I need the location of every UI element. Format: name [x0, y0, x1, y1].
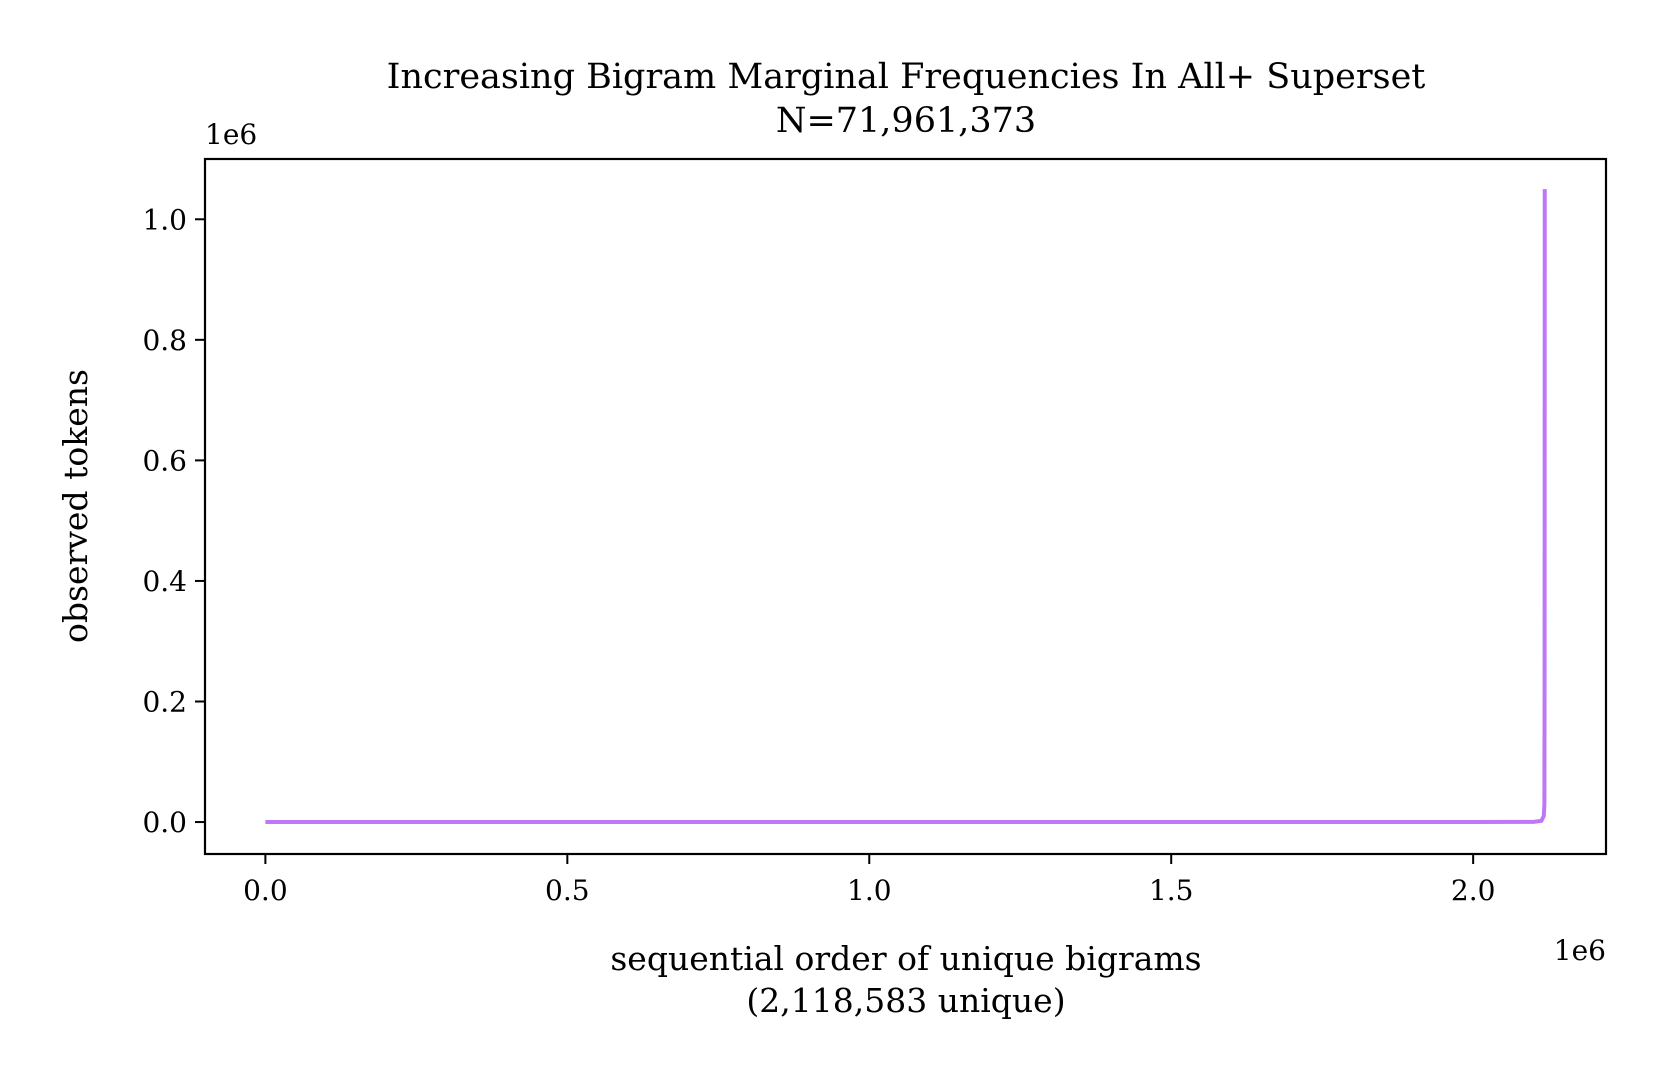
x-axis-label: sequential order of unique bigrams: [610, 939, 1201, 978]
series-layer: [265, 189, 1547, 825]
x-tick-label: 0.5: [545, 874, 590, 907]
y-axis-ticks: 0.0 0.2 0.4 0.6 0.8 1.0: [142, 203, 205, 839]
x-tick-label: 2.0: [1451, 874, 1496, 907]
x-axis-offset-label: 1e6: [1554, 934, 1606, 967]
y-tick-label: 1.0: [142, 203, 187, 236]
plot-frame: [203, 157, 1608, 856]
y-tick-label: 0.8: [142, 324, 187, 357]
x-axis-label-subtitle: (2,118,583 unique): [746, 981, 1065, 1020]
chart-title: Increasing Bigram Marginal Frequencies I…: [387, 57, 1426, 97]
x-axis-ticks: 0.0 0.5 1.0 1.5 2.0: [243, 854, 1495, 907]
y-tick-label: 0.4: [142, 565, 187, 598]
x-tick-label: 1.5: [1149, 874, 1194, 907]
y-axis-label: observed tokens: [56, 369, 95, 643]
y-tick-label: 0.6: [142, 444, 187, 477]
x-tick-label: 1.0: [847, 874, 892, 907]
series-line: [265, 189, 1547, 825]
chart-subtitle: N=71,961,373: [776, 101, 1036, 141]
y-axis-offset-label: 1e6: [205, 118, 257, 151]
y-tick-label: 0.2: [142, 685, 187, 718]
y-tick-label: 0.0: [142, 806, 187, 839]
x-tick-label: 0.0: [243, 874, 288, 907]
